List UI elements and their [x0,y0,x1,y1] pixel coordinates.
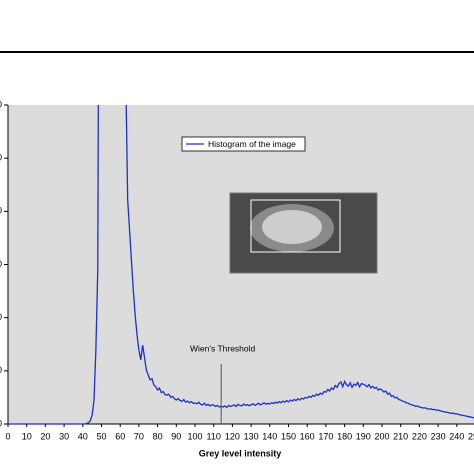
y-tick-label: 800 [0,206,2,216]
y-tick-label: 1000 [0,153,2,163]
x-tick-label: 60 [115,431,125,441]
x-tick-label: 90 [171,431,181,441]
x-tick-label: 10 [22,431,32,441]
legend-label: Histogram of the image [208,139,296,149]
x-tick-label: 20 [40,431,50,441]
series-layer [8,105,474,425]
x-tick-label: 110 [207,431,221,441]
x-tick-label: 40 [78,431,88,441]
x-tick-label: 140 [262,431,277,441]
x-tick-label: 70 [134,431,144,441]
inset-frame [250,199,341,253]
x-tick-label: 170 [318,431,333,441]
x-tick-label: 120 [225,431,240,441]
x-tick-label: 190 [356,431,371,441]
annotation-text: Wien's Threshold [190,343,256,353]
y-tick-label: 200 [0,365,2,375]
legend-box [181,136,306,152]
y-tick-label: 600 [0,259,2,269]
x-tick-label: 80 [153,431,163,441]
y-tick-label: 400 [0,312,2,322]
x-tick-label: 210 [393,431,408,441]
x-tick-label: 160 [300,431,315,441]
x-tick-label: 100 [187,431,202,441]
inset-image [229,192,378,274]
x-tick-label: 30 [59,431,69,441]
x-tick-label: 250 [468,431,474,441]
x-tick-label: 0 [5,431,10,441]
x-tick-label: 200 [374,431,389,441]
x-tick-label: 150 [281,431,296,441]
inset-blob-core [262,210,322,244]
y-tick-label: 0 [0,418,2,428]
x-tick-label: 130 [244,431,259,441]
x-tick-label: 50 [96,431,106,441]
x-tick-label: 230 [431,431,446,441]
x-tick-label: 240 [449,431,464,441]
x-axis-label: Grey level intensity [199,448,282,458]
legend: Histogram of the image [181,136,306,152]
y-tick-label: 1200 [0,99,2,109]
x-tick-label: 180 [337,431,352,441]
x-tick-label: 220 [412,431,427,441]
histogram-line [8,105,474,425]
